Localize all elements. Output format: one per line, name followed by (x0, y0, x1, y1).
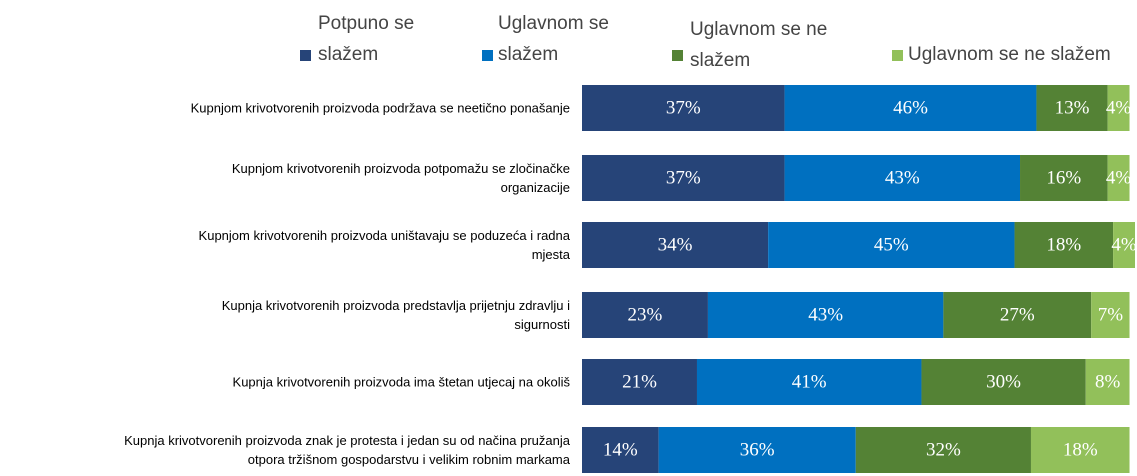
bar-segment (1014, 222, 1114, 268)
value-label: 4% (1106, 97, 1132, 118)
category-label: Kupnjom krivotvorenih proizvoda podržava… (190, 100, 570, 116)
bar-segment (1020, 155, 1108, 201)
bar-segment (707, 292, 944, 338)
category-label: Kupnja krivotvorenih proizvoda predstavl… (221, 298, 570, 332)
bar-segment (582, 292, 708, 338)
bar-segment (784, 155, 1021, 201)
value-label: 36% (740, 439, 775, 460)
value-label: 32% (926, 439, 961, 460)
category-label: Kupnja krivotvorenih proizvoda ima šteta… (232, 374, 570, 390)
bar-segment (921, 359, 1086, 405)
value-label: 27% (1000, 304, 1035, 325)
bar-segment (582, 155, 785, 201)
bar-segment (784, 85, 1037, 131)
value-label: 16% (1046, 167, 1081, 188)
value-label: 4% (1106, 167, 1132, 188)
bar-segment (1091, 292, 1130, 338)
bar-segment (696, 359, 922, 405)
category-label: Kupnja krivotvorenih proizvoda znak je p… (124, 433, 570, 467)
value-label: 14% (603, 439, 638, 460)
bar-segment (1113, 222, 1135, 268)
legend-label: Potpuno se slažem (318, 13, 415, 65)
value-label: 37% (666, 97, 701, 118)
value-label: 43% (808, 304, 843, 325)
bar-segment (1107, 155, 1130, 201)
category-label: Kupnjom krivotvorenih proizvoda uništava… (198, 228, 570, 262)
value-label: 43% (885, 167, 920, 188)
bar-segment (582, 222, 769, 268)
bar-segment (768, 222, 1015, 268)
value-label: 13% (1055, 97, 1090, 118)
legend-swatch (300, 50, 311, 61)
bar-segment (1085, 359, 1130, 405)
value-label: 7% (1098, 304, 1124, 325)
bar-segment (582, 85, 785, 131)
bar-segment (1107, 85, 1130, 131)
bar-segment (582, 359, 697, 405)
value-label: 18% (1046, 234, 1081, 255)
value-label: 8% (1095, 371, 1121, 392)
bar-segment (855, 427, 1031, 473)
legend-label: Uglavnom se ne slažem (908, 44, 1111, 65)
bar-segment (943, 292, 1092, 338)
value-label: 41% (792, 371, 827, 392)
value-label: 30% (986, 371, 1021, 392)
legend-swatch (892, 50, 903, 61)
value-label: 46% (893, 97, 928, 118)
legend-label: Uglavnom se ne slažem (690, 19, 828, 71)
bar-segment (658, 427, 856, 473)
value-label: 23% (628, 304, 663, 325)
bar-segment (582, 427, 659, 473)
value-label: 21% (622, 371, 657, 392)
legend-swatch (672, 50, 683, 61)
value-label: 45% (874, 234, 909, 255)
legend-swatch (482, 50, 493, 61)
value-label: 34% (658, 234, 693, 255)
bar-segment (1036, 85, 1108, 131)
legend-label: Uglavnom se slažem (498, 13, 609, 65)
bar-segment (1030, 427, 1130, 473)
value-label: 18% (1063, 439, 1098, 460)
category-label: Kupnjom krivotvorenih proizvoda potpomaž… (231, 161, 570, 195)
value-label: 4% (1111, 234, 1137, 255)
value-label: 37% (666, 167, 701, 188)
